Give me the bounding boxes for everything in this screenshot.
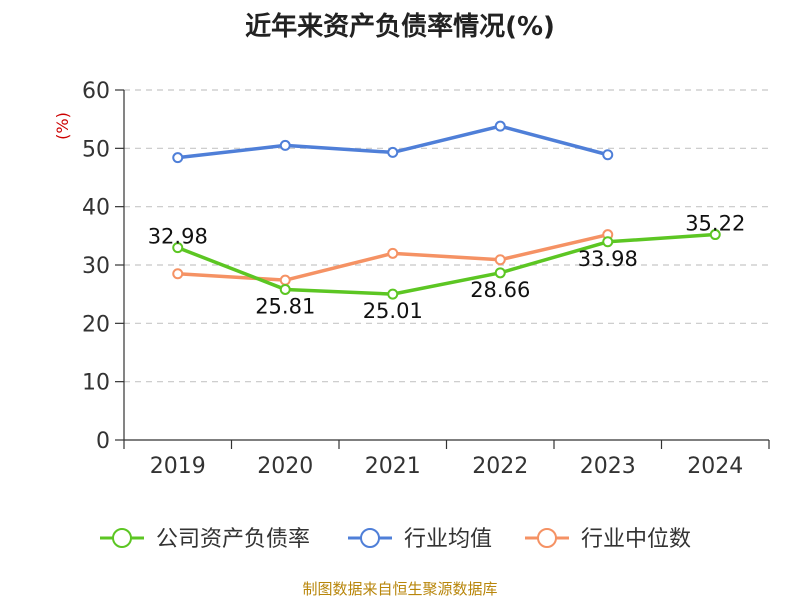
- legend: 公司资产负债率 行业均值 行业中位数: [100, 527, 691, 552]
- y-tick-label: 60: [82, 79, 110, 104]
- y-tick-label: 40: [82, 196, 110, 221]
- data-point: [387, 146, 399, 158]
- gridlines: [124, 89, 769, 383]
- axes: 0 10 20 30 40 50 60 2019 2020 2021 2022 2023 2024: [82, 79, 770, 479]
- data-point: [279, 139, 291, 151]
- y-axis-label: (%): [53, 112, 72, 140]
- x-tick-label: 2024: [687, 454, 743, 479]
- x-tick-label: 2022: [472, 454, 528, 479]
- legend-item-1: 公司资产负债率: [100, 527, 310, 552]
- y-tick-label: 20: [82, 312, 110, 337]
- x-tick-label: 2019: [150, 454, 206, 479]
- legend-item-3: 行业中位数: [525, 527, 691, 552]
- data-point: [172, 242, 184, 254]
- y-tick-label: 10: [82, 371, 110, 396]
- data-point: [709, 229, 721, 241]
- x-tick-label: 2020: [257, 454, 313, 479]
- data-point: [602, 149, 614, 161]
- legend-label: 行业均值: [404, 527, 492, 552]
- series-1: [172, 229, 721, 300]
- x-tick-label: 2023: [580, 454, 636, 479]
- legend-marker: [112, 528, 132, 548]
- data-labels: 32.98 25.81 25.01 28.66 33.98 35.22: [148, 212, 746, 324]
- data-point: [279, 274, 291, 286]
- data-label: 28.66: [470, 278, 530, 302]
- series-2: [172, 120, 614, 164]
- data-label: 25.81: [255, 294, 315, 318]
- legend-label: 公司资产负债率: [156, 527, 310, 552]
- y-tick-label: 50: [82, 137, 110, 162]
- data-label: 32.98: [148, 225, 208, 249]
- data-point: [387, 247, 399, 259]
- data-point: [602, 236, 614, 248]
- data-point: [494, 267, 506, 279]
- legend-label: 行业中位数: [581, 527, 691, 552]
- y-tick-label: 30: [82, 254, 110, 279]
- data-point: [172, 268, 184, 280]
- y-tick-label: 0: [96, 429, 110, 454]
- data-point: [172, 152, 184, 164]
- legend-item-2: 行业均值: [348, 527, 492, 552]
- data-point: [279, 283, 291, 295]
- data-label: 35.22: [685, 212, 745, 236]
- data-label: 25.01: [363, 299, 423, 323]
- series-3: [172, 229, 614, 286]
- data-point: [494, 254, 506, 266]
- series-line: [176, 232, 717, 296]
- legend-marker: [360, 528, 380, 548]
- data-label: 33.98: [578, 247, 638, 271]
- x-tick-label: 2021: [365, 454, 421, 479]
- data-point: [494, 120, 506, 132]
- data-point: [387, 288, 399, 300]
- source-note: 制图数据来自恒生聚源数据库: [302, 580, 497, 598]
- legend-marker: [537, 528, 557, 548]
- series-layer: [172, 120, 721, 300]
- chart-title: 近年来资产负债率情况(%): [245, 11, 555, 42]
